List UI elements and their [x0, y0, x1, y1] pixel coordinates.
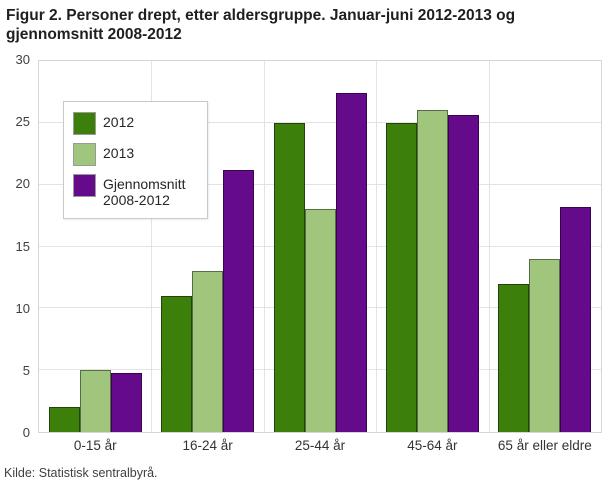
y-tick-label-10: 10	[15, 300, 30, 316]
x-tick-label-45-64-år: 45-64 år	[407, 438, 458, 453]
bar-2013-45-64-år	[416, 110, 448, 432]
legend-swatch-2013	[73, 143, 96, 166]
legend-item-gjennomsnitt: Gjennomsnitt 2008-2012	[73, 174, 195, 208]
x-tick-label-65-år-eller-eldre: 65 år eller eldre	[497, 438, 592, 453]
bar-group-25-44 år	[264, 61, 376, 432]
legend-swatch-gjennomsnitt	[73, 174, 96, 197]
y-axis-labels: 0 5 10 15 20 25 30	[0, 53, 30, 439]
bar-2012-0-15-år	[48, 407, 80, 432]
y-tick-label-25: 25	[15, 114, 30, 130]
gridline-x-4	[488, 61, 490, 432]
bar-group-16-24 år	[151, 61, 263, 432]
legend-item-2013: 2013	[73, 143, 195, 166]
y-tick-label-0: 0	[22, 425, 30, 440]
y-tick-label-15: 15	[15, 238, 30, 254]
legend: 2012 2013 Gjennomsnitt 2008-2012	[63, 101, 208, 220]
x-axis-labels: 0-15 år 16-24 år 25-44 år 45-64 år 65 år ell…	[39, 432, 601, 453]
y-tick-label-20: 20	[15, 176, 30, 192]
bar-gjennomsnitt-2008-2012-65-år-eller-eldre	[560, 206, 592, 432]
bar-2012-16-24-år	[161, 295, 193, 432]
bar-group-65 år eller eldre	[489, 61, 601, 432]
plot-area: 2012 2013 Gjennomsnitt 2008-2012 0-15 år…	[38, 60, 602, 453]
y-tick-label-30: 30	[15, 52, 30, 67]
legend-label-2013: 2013	[103, 145, 135, 161]
gridline-x-1	[151, 61, 153, 432]
bar-gjennomsnitt-2008-2012-0-15-år	[110, 372, 142, 432]
bar-2013-0-15-år	[79, 370, 111, 432]
bar-2013-65-år-eller-eldre	[529, 258, 561, 432]
figure-title: Figur 2. Personer drept, etter aldersgru…	[6, 7, 516, 43]
gridline-x-3	[376, 61, 378, 432]
bar-gjennomsnitt-2008-2012-45-64-år	[447, 115, 479, 432]
bar-2012-65-år-eller-eldre	[498, 283, 530, 432]
bar-group-0-15 år	[39, 61, 151, 432]
x-tick-label-0-15-år: 0-15 år	[73, 438, 117, 453]
legend-item-2012: 2012	[73, 112, 195, 135]
bar-2013-25-44-år	[304, 209, 336, 432]
bar-gjennomsnitt-2008-2012-16-24-år	[223, 169, 255, 432]
bar-chart: 0 5 10 15 20 25 30 2012 2013 Gjennomsnitt 2008…	[16, 53, 602, 453]
legend-swatch-2012	[73, 112, 96, 135]
bar-2013-16-24-år	[192, 271, 224, 432]
gridline-y-25	[39, 121, 601, 123]
bar-2012-45-64-år	[385, 122, 417, 432]
legend-label-gjennomsnitt: Gjennomsnitt 2008-2012	[103, 176, 186, 209]
y-tick-label-5: 5	[22, 362, 30, 378]
source-note: Kilde: Statistisk sentralbyrå.	[4, 466, 158, 480]
bar-groups	[39, 61, 601, 432]
gridline-y-20	[39, 183, 601, 185]
bar-2012-25-44-år	[273, 122, 305, 432]
x-tick-label-16-24-år: 16-24 år	[182, 438, 233, 453]
bar-group-45-64 år	[376, 61, 488, 432]
legend-label-2012: 2012	[103, 114, 135, 130]
bar-gjennomsnitt-2008-2012-25-44-år	[335, 93, 367, 432]
gridline-x-2	[263, 61, 265, 432]
x-tick-label-25-44-år: 25-44 år	[294, 438, 346, 453]
